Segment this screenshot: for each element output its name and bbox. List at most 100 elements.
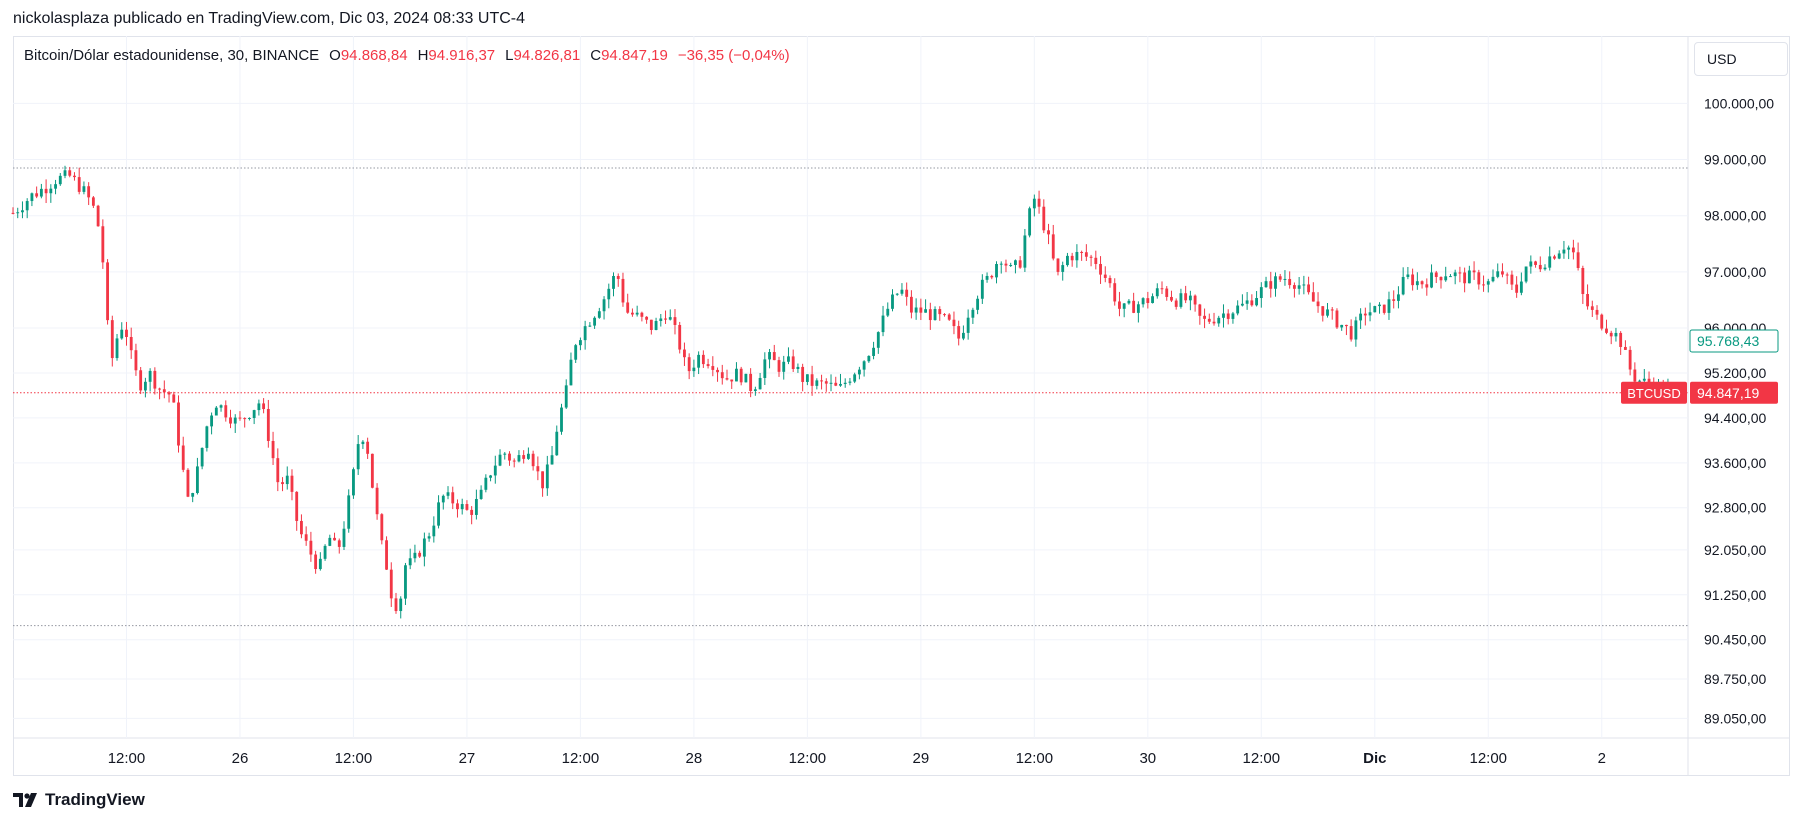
candle-body [1600,314,1604,329]
candle-body [1160,288,1164,290]
candle-body [1155,288,1159,297]
candle-body [1136,304,1140,313]
candle-body [441,495,445,503]
candle-body [1619,332,1623,347]
symbol-tag-box [1621,381,1687,404]
candle-body [1217,317,1221,324]
candle-body [508,453,511,461]
candle-body [1453,272,1457,277]
candle-body [361,441,365,445]
candle-body [11,212,15,214]
candlesticks [11,165,1670,619]
candle-body [493,465,497,476]
candle-body [654,321,658,330]
candle-body [810,374,814,386]
candle-body [366,441,370,454]
candle-body [167,392,171,395]
candle-body [266,409,270,441]
y-tick-label: 92.800,00 [1704,500,1766,516]
candle-body [1259,287,1263,299]
candle-body [602,299,606,312]
x-tick-label: 29 [913,750,930,767]
candle-body [1567,247,1571,250]
candle-body [621,278,625,303]
chart-frame[interactable] [13,36,1790,776]
candle-body [1103,274,1107,278]
candle-body [1066,255,1069,266]
publisher-line: nickolasplaza publicado en TradingView.c… [13,10,525,27]
candle-body [1496,271,1500,277]
candle-body [744,373,748,383]
candle-body [1330,309,1334,311]
candle-body [1222,313,1225,318]
candle-body [673,317,677,325]
candle-body [635,312,639,315]
candle-body [68,170,72,176]
candle-body [749,373,753,391]
candle-body [1458,272,1462,274]
candle-body [891,294,894,309]
candle-body [758,377,762,390]
candle-body [564,385,568,408]
candle-body [541,471,545,489]
candle-body [172,394,176,403]
candle-body [701,354,705,365]
x-tick-label: 12:00 [789,750,827,767]
candle-body [252,410,256,418]
candle-body [238,417,242,419]
candle-body [129,337,133,351]
candle-body [285,475,289,485]
candle-body [1061,265,1065,272]
candle-body [1099,263,1102,275]
candle-body [857,369,861,375]
candle-body [427,536,431,539]
symbol-tag-text: BTCUSD [1627,386,1680,401]
candle-body [1543,267,1547,270]
candle-body [1378,304,1381,307]
symbol-description[interactable]: Bitcoin/Dólar estadounidense, 30, BINANC… [24,47,320,64]
currency-button[interactable]: USD [1694,42,1788,76]
candle-body [914,307,918,313]
candle-body [1397,294,1400,301]
x-tick-label: 12:00 [335,750,373,767]
candle-body [1605,328,1608,333]
candle-body [1037,198,1041,207]
candle-body [597,311,601,318]
candle-body [243,418,247,420]
candle-body [1576,252,1580,269]
time-axis[interactable]: 12:00 26 12:00 27 12:00 28 12:00 29 12:00 30 12:00… [108,750,1606,767]
candle-body [645,316,649,320]
candle-body [1586,294,1589,307]
candle-body [1023,235,1027,268]
candle-body [834,382,838,386]
candle-body [1392,299,1396,301]
candle-body [1236,305,1240,314]
candle-body [531,453,535,467]
price-axis[interactable]: 100.000,0099.000,0098.000,0097.000,0096.… [1704,95,1774,726]
candle-body [1571,247,1575,253]
candle-body [248,417,251,419]
candle-body [479,489,483,499]
candle-body [139,370,143,391]
candle-body [706,364,710,367]
candle-body [1415,281,1419,286]
candle-body [422,538,426,557]
candle-body [181,445,185,470]
candle-body [1118,301,1121,309]
candle-body [1491,276,1495,282]
candle-body [356,444,360,470]
candle-body [337,540,341,547]
candle-body [862,361,866,370]
candle-body [82,186,86,192]
price-chart[interactable]: 100.000,0099.000,0098.000,0097.000,0096.… [0,0,1806,790]
candle-body [938,309,942,315]
candle-body [1193,295,1197,305]
candle-body [1557,253,1561,259]
candle-body [380,514,384,541]
candle-body [1477,272,1481,285]
candle-body [763,359,767,378]
candle-body [801,366,805,382]
open-label: O [329,47,341,64]
tradingview-logo[interactable]: TradingView [13,790,145,810]
candle-body [735,368,738,382]
